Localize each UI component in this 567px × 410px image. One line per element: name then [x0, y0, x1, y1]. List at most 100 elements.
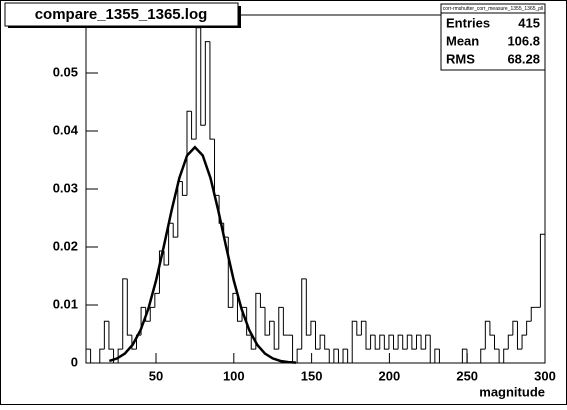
histogram-bin [126, 278, 132, 336]
histogram-bin [342, 348, 348, 363]
histogram-bin [85, 348, 91, 363]
histogram-bin [319, 334, 325, 350]
histogram-bin [99, 348, 105, 363]
histogram-bin [351, 320, 357, 363]
histogram-bin [278, 306, 284, 350]
histogram-bin [333, 348, 339, 363]
histogram-bin [374, 335, 380, 350]
stats-value: 68.28 [507, 51, 540, 66]
histogram-bin [503, 348, 509, 363]
histogram-bin [388, 334, 394, 350]
histogram-bin [301, 278, 307, 350]
histogram-bin [507, 334, 513, 350]
histogram-bin [489, 321, 495, 336]
histogram-bin [259, 293, 266, 308]
histogram-bin [434, 348, 440, 363]
histogram-bin [402, 335, 408, 350]
histogram-bin [273, 321, 279, 350]
stats-label: Mean [446, 33, 479, 48]
x-axis-label: magnitude [479, 384, 545, 399]
histogram-bin [310, 320, 316, 336]
y-tick-label: 0.04 [53, 122, 79, 137]
histogram-bin [484, 320, 490, 350]
histogram-bin [425, 334, 431, 350]
histogram-bin [328, 349, 334, 364]
plot-frame [85, 14, 546, 364]
histogram-bin [232, 292, 238, 308]
histogram-bin [113, 349, 119, 364]
histogram-bin [305, 278, 311, 336]
histogram-bin [406, 334, 412, 350]
y-tick-label: 0.01 [53, 296, 78, 311]
histogram-bin [512, 320, 518, 336]
histogram-bin [411, 335, 417, 350]
histogram-bin [347, 349, 353, 364]
histogram-bin [494, 335, 500, 350]
histogram-bin [172, 223, 178, 238]
y-tick-label: 0.03 [53, 180, 78, 195]
histogram-bin [370, 334, 376, 350]
histogram-bin [498, 349, 504, 364]
histogram-bin [315, 321, 321, 350]
histogram-bin [429, 335, 435, 364]
histogram-bin [255, 292, 261, 350]
histogram-bin [186, 110, 192, 196]
histogram-bin [103, 320, 109, 350]
histogram-bin [365, 321, 371, 350]
histogram-bin [209, 41, 215, 140]
chart-title: compare_1355_1365.log [35, 6, 208, 23]
histogram-bin [204, 41, 210, 126]
histogram-bin [337, 349, 344, 364]
title-shadow [238, 6, 241, 28]
histogram-bin [296, 348, 302, 363]
x-tick-label: 300 [534, 368, 556, 383]
fit-curve [108, 145, 297, 364]
histogram-bin [461, 348, 467, 363]
histogram-bin [438, 349, 445, 364]
stats-value: 106.8 [507, 33, 540, 48]
y-tick-label: 0.05 [53, 64, 78, 79]
histogram-bin [420, 335, 426, 350]
y-tick-label: 0 [71, 354, 78, 369]
x-tick-label: 250 [456, 368, 478, 383]
histogram-bin [236, 293, 243, 322]
marks [85, 27, 546, 364]
histogram-bin [539, 233, 546, 363]
y-tick-label: 0.02 [53, 238, 78, 253]
histogram-bin [516, 321, 523, 350]
stats-title: corr-rmshutter_corr_measure_1355_1365_pl… [443, 6, 544, 12]
title-shadow [8, 26, 241, 28]
histogram-bin [264, 307, 270, 336]
histogram-bin [360, 320, 366, 336]
histogram-bin [269, 320, 275, 336]
histogram-bin [397, 334, 403, 350]
histogram-bin [131, 335, 137, 350]
histogram-bin [521, 334, 527, 350]
histogram-bin [250, 335, 256, 350]
histogram-bin [246, 307, 252, 336]
x-tick-label: 50 [149, 368, 163, 383]
stats-label: RMS [446, 51, 475, 66]
stats-box [440, 3, 546, 71]
histogram-bin [149, 306, 155, 322]
histogram-bin [282, 307, 288, 336]
histogram-bin [356, 321, 362, 336]
x-tick-label: 150 [301, 368, 323, 383]
stats-value: 415 [518, 15, 540, 30]
x-tick-label: 200 [379, 368, 401, 383]
stats-label: Entries [446, 15, 490, 30]
histogram-bin [383, 335, 389, 350]
histogram-bin [324, 335, 330, 350]
histogram-bin [530, 306, 536, 322]
histogram-bin [200, 27, 206, 126]
x-tick-label: 100 [223, 368, 245, 383]
histogram-bin [393, 335, 399, 350]
histogram-bin [108, 321, 114, 350]
histogram-bin [145, 307, 151, 322]
histogram-bin [163, 251, 169, 266]
histogram-bin [181, 181, 187, 196]
histogram-bin [526, 320, 532, 336]
histogram-bin [122, 278, 128, 350]
histogram-bin [154, 292, 160, 308]
